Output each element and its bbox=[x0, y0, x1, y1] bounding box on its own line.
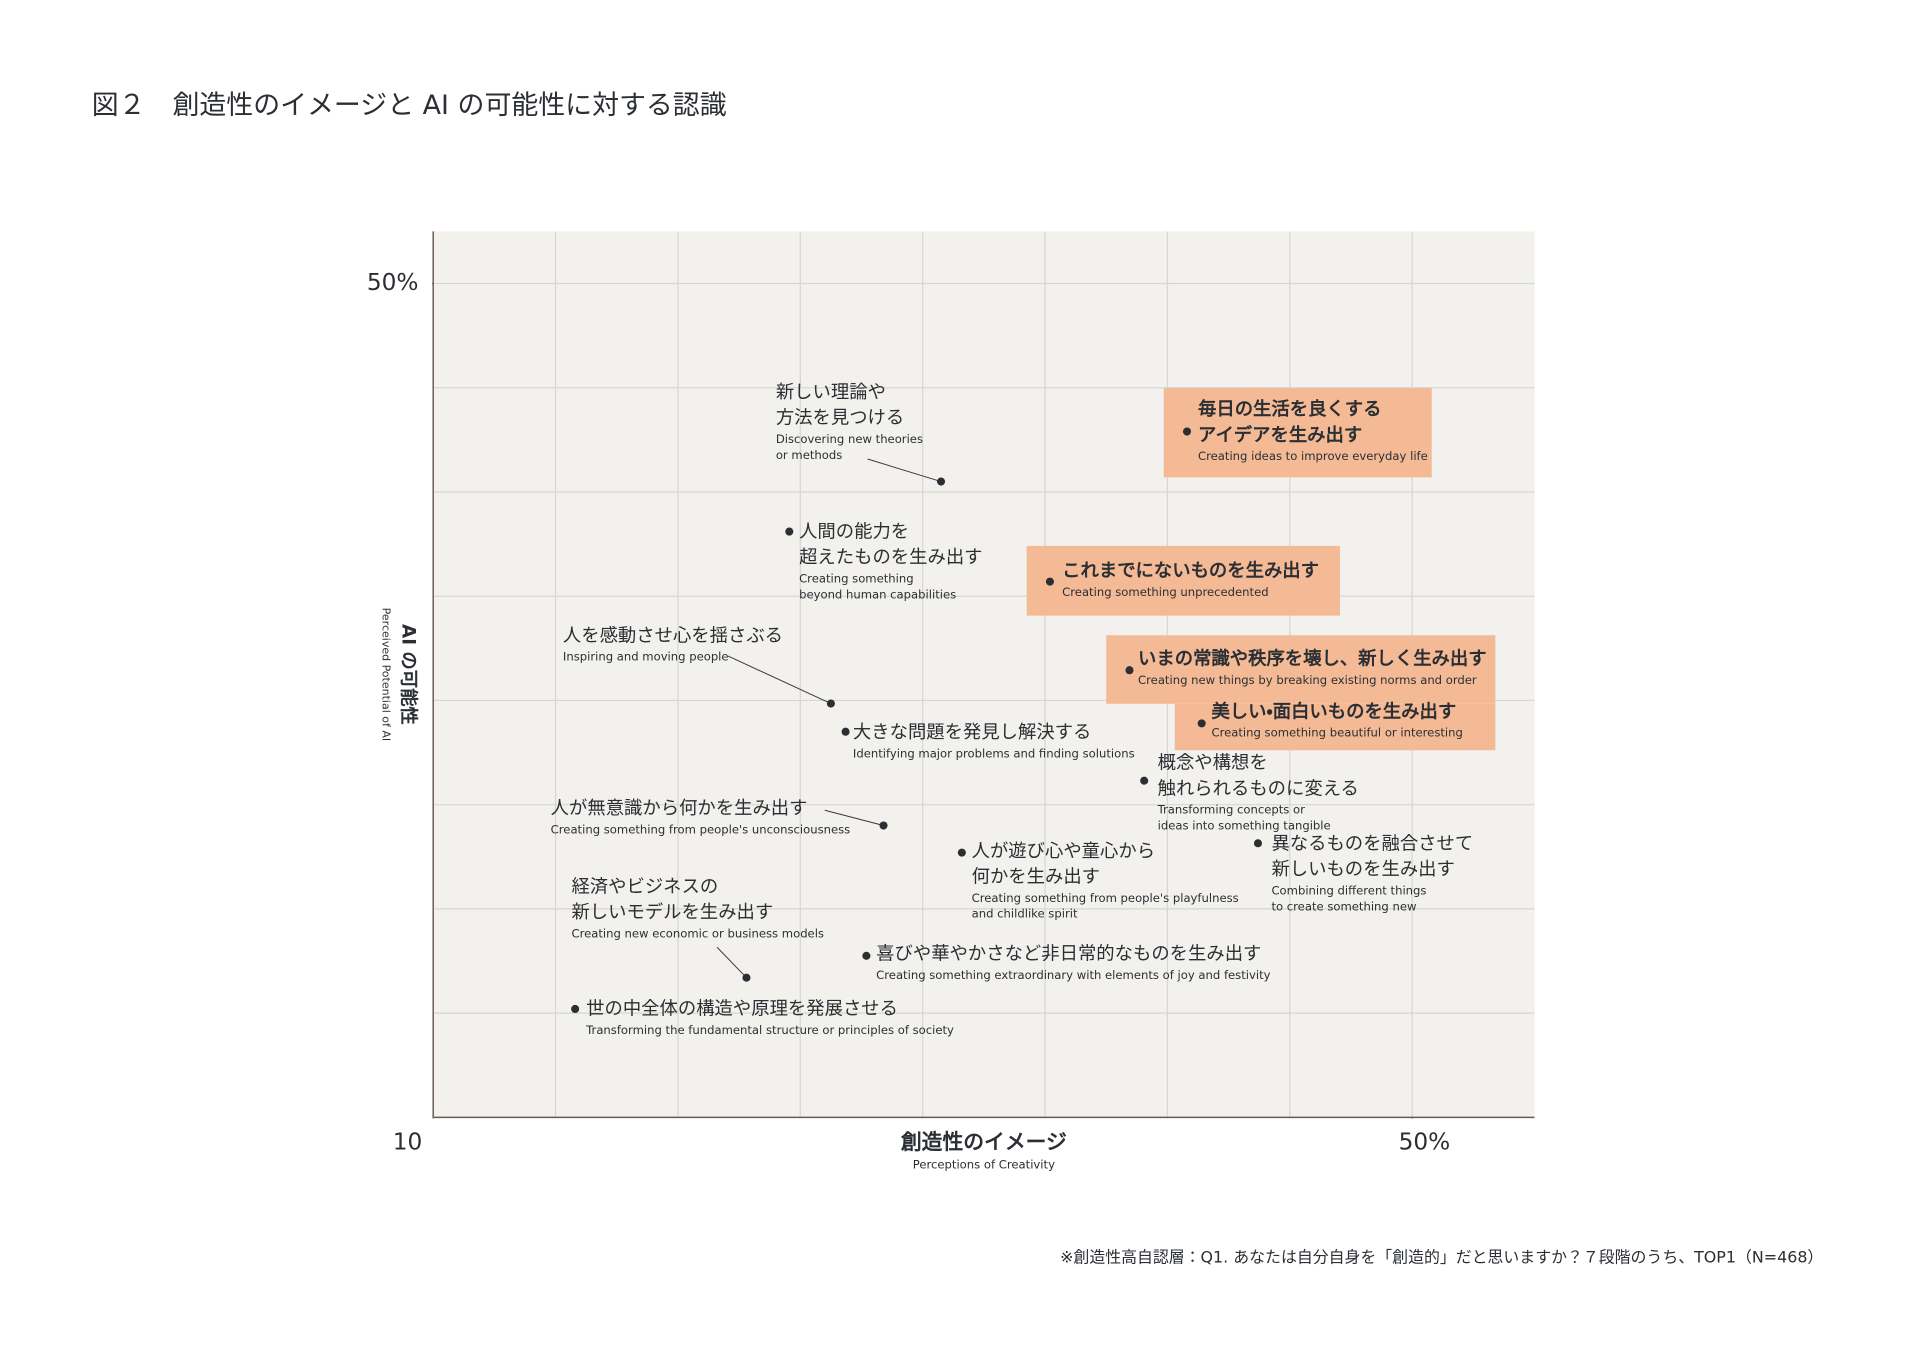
y-tick-label: 50% bbox=[367, 269, 419, 296]
point-label: 触れられるものに変える bbox=[1158, 778, 1359, 799]
point-label-en: or methods bbox=[776, 448, 842, 462]
point-label: アイデアを生み出す bbox=[1198, 424, 1362, 446]
point-label-en: Combining different things bbox=[1271, 883, 1426, 897]
point-label: 美しい・面白いものを生み出す bbox=[1211, 700, 1456, 722]
point-label-en: Discovering new theories bbox=[776, 432, 923, 446]
highlight-box bbox=[1163, 388, 1432, 478]
point-label-en: Creating new economic or business models bbox=[571, 926, 824, 940]
point-label-en: Creating new things by breaking existing… bbox=[1138, 673, 1477, 687]
data-point bbox=[571, 1004, 580, 1014]
point-label: これまでにないものを生み出す bbox=[1062, 560, 1319, 582]
point-label-en: Transforming the fundamental structure o… bbox=[585, 1023, 954, 1037]
point-label: 新しい理論や bbox=[776, 382, 886, 403]
leader-line bbox=[867, 458, 942, 483]
data-point bbox=[841, 727, 850, 736]
x-tick-label: 50% bbox=[1399, 1129, 1451, 1156]
point-label: 概念や構想を bbox=[1158, 753, 1268, 774]
point-label-en: Creating ideas to improve everyday life bbox=[1198, 449, 1428, 463]
point-label: 大きな問題を発見し解決する bbox=[853, 722, 1091, 743]
x-axis-title: 創造性のイメージ bbox=[901, 1130, 1067, 1154]
data-point bbox=[937, 477, 946, 486]
point-label-en: Transforming concepts or bbox=[1157, 803, 1306, 817]
leader-line bbox=[727, 655, 832, 705]
data-point bbox=[1253, 839, 1263, 848]
point-label: 超えたものを生み出す bbox=[799, 547, 982, 568]
point-label: 毎日の生活を良くする bbox=[1198, 398, 1381, 420]
point-label: 世の中全体の構造や原理を発展させる bbox=[586, 999, 898, 1020]
point-label: 喜びや華やかさなど非日常的なものを生み出す bbox=[876, 944, 1261, 965]
point-label: 新しいモデルを生み出す bbox=[571, 902, 773, 923]
page-title: 図２ 創造性のイメージと AI の可能性に対する認識 bbox=[92, 90, 727, 121]
y-axis-subtitle: Perceived Potential of AI bbox=[379, 608, 392, 741]
point-label-en: Creating something unprecedented bbox=[1062, 585, 1268, 599]
highlight-box bbox=[1106, 635, 1496, 704]
data-point bbox=[742, 973, 751, 982]
leader-line bbox=[716, 946, 747, 979]
x-axis-subtitle: Perceptions of Creativity bbox=[913, 1158, 1055, 1172]
point-label: 方法を見つける bbox=[776, 408, 904, 429]
data-point bbox=[957, 848, 966, 857]
point-label-en: Creating something from people's unconsc… bbox=[551, 822, 851, 836]
point-label-en: and childlike spirit bbox=[972, 907, 1078, 921]
y-axis-title: AI の可能性 bbox=[397, 624, 419, 725]
point-label: 人を感動させ心を揺さぶる bbox=[563, 625, 783, 646]
data-point bbox=[826, 699, 835, 708]
point-label-en: to create something new bbox=[1271, 899, 1416, 913]
point-label-en: beyond human capabilities bbox=[799, 587, 956, 601]
x-tick-label: 10 bbox=[393, 1129, 423, 1156]
point-label: 異なるものを融合させて bbox=[1271, 833, 1473, 854]
point-label: 人が無意識から何かを生み出す bbox=[551, 798, 808, 819]
point-label-en: Creating something from people's playful… bbox=[972, 891, 1239, 905]
leader-line bbox=[824, 809, 884, 826]
point-label: 何かを生み出す bbox=[972, 867, 1100, 888]
point-label-en: Creating something extraordinary with el… bbox=[876, 968, 1270, 982]
point-label-en: Creating something beautiful or interest… bbox=[1211, 726, 1462, 740]
data-point bbox=[1197, 719, 1206, 728]
point-label-en: ideas into something tangible bbox=[1158, 819, 1331, 833]
point-label-en: Identifying major problems and finding s… bbox=[853, 746, 1135, 760]
highlight-box bbox=[1026, 545, 1340, 616]
data-point bbox=[879, 821, 888, 830]
data-point bbox=[1140, 776, 1149, 785]
highlight-box bbox=[1174, 703, 1496, 751]
data-point bbox=[1045, 577, 1054, 586]
point-label: 新しいものを生み出す bbox=[1271, 859, 1454, 880]
point-label-en: Creating something bbox=[799, 571, 914, 585]
point-label-en: Inspiring and moving people bbox=[563, 650, 729, 664]
point-label: 経済やビジネスの bbox=[571, 876, 718, 897]
data-point bbox=[862, 951, 871, 960]
point-label: いまの常識や秩序を壊し、新しく生み出す bbox=[1138, 648, 1487, 670]
point-label: 人が遊び心や童心から bbox=[972, 841, 1155, 862]
data-point bbox=[785, 527, 794, 536]
data-point bbox=[1182, 427, 1192, 436]
point-label: 人間の能力を bbox=[799, 521, 909, 542]
footnote: ※創造性高自認層：Q1. あなたは自分自身を「創造的」だと思いますか？７段階のう… bbox=[1060, 1248, 1823, 1267]
data-point bbox=[1125, 666, 1134, 675]
